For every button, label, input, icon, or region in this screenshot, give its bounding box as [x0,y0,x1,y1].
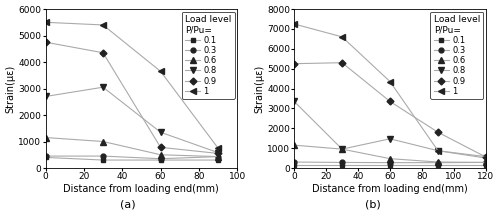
Legend: 0.1, 0.3, 0.6, 0.8, 0.9, 1: 0.1, 0.3, 0.6, 0.8, 0.9, 1 [182,12,234,99]
0.8 [339,148,345,150]
0.6 [158,154,164,156]
0.1 [387,164,393,166]
1 [100,24,106,26]
Line: 0.3: 0.3 [292,160,488,165]
0.6 [42,136,48,139]
0.6 [483,161,489,164]
0.3 [387,161,393,164]
0.6 [291,144,297,146]
Line: 1: 1 [42,20,221,151]
Line: 0.6: 0.6 [42,135,221,159]
X-axis label: Distance from loading end(mm): Distance from loading end(mm) [312,184,468,194]
0.3 [435,161,441,164]
0.3 [483,161,489,164]
0.8 [387,138,393,140]
Line: 0.1: 0.1 [44,155,220,162]
1 [339,36,345,38]
0.8 [435,150,441,152]
0.1 [215,159,221,161]
1 [483,155,489,158]
0.3 [215,155,221,158]
0.1 [158,159,164,161]
0.8 [42,95,48,98]
0.6 [387,158,393,160]
0.3 [339,161,345,164]
Line: 0.6: 0.6 [292,142,488,165]
0.3 [158,158,164,160]
0.6 [435,161,441,163]
0.3 [42,155,48,157]
0.6 [100,140,106,143]
Y-axis label: Strain(με): Strain(με) [6,64,16,113]
0.9 [339,62,345,64]
0.8 [158,131,164,134]
Line: 0.3: 0.3 [43,154,220,161]
Line: 0.9: 0.9 [292,60,488,160]
0.9 [215,152,221,155]
0.6 [215,155,221,158]
Legend: 0.1, 0.3, 0.6, 0.8, 0.9, 1: 0.1, 0.3, 0.6, 0.8, 0.9, 1 [430,12,484,99]
Line: 0.9: 0.9 [43,40,220,156]
0.3 [100,155,106,157]
Line: 0.8: 0.8 [42,84,221,155]
X-axis label: Distance from loading end(mm): Distance from loading end(mm) [64,184,219,194]
Line: 0.8: 0.8 [292,99,488,161]
0.1 [100,159,106,161]
0.8 [483,157,489,159]
1 [435,150,441,152]
1 [291,23,297,25]
0.1 [42,156,48,159]
0.1 [339,164,345,166]
0.9 [42,41,48,43]
0.8 [100,86,106,88]
Y-axis label: Strain(με): Strain(με) [254,64,264,113]
0.9 [158,146,164,149]
0.1 [291,164,297,166]
1 [387,80,393,83]
0.3 [291,161,297,163]
1 [215,147,221,149]
0.8 [291,100,297,103]
0.9 [387,100,393,103]
0.9 [435,131,441,134]
Text: (a): (a) [120,200,136,210]
0.9 [100,51,106,54]
0.6 [339,148,345,150]
0.1 [483,164,489,166]
1 [42,21,48,24]
0.8 [215,151,221,154]
Text: (b): (b) [364,200,380,210]
Line: 0.1: 0.1 [292,163,488,167]
Line: 1: 1 [292,21,488,159]
0.9 [291,62,297,65]
1 [158,70,164,73]
0.1 [435,164,441,166]
0.9 [483,156,489,158]
